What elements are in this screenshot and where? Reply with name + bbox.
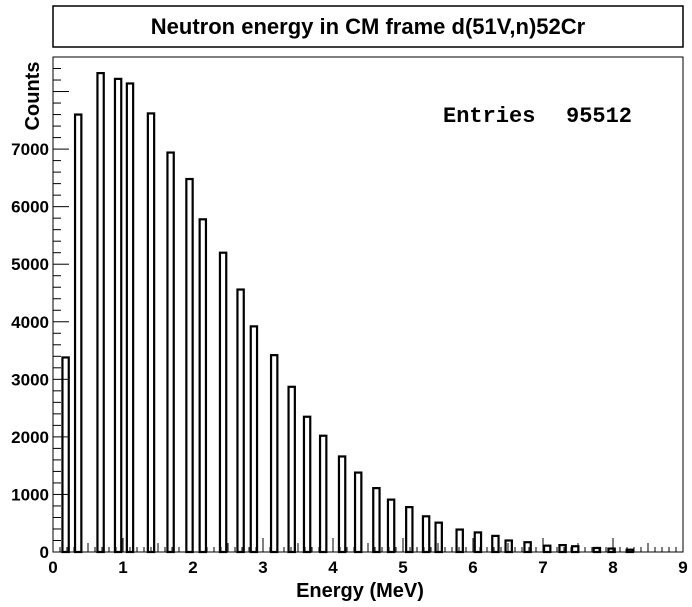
histogram-bar — [61, 356, 70, 554]
histogram-bar — [558, 543, 567, 554]
histogram-bar — [302, 415, 312, 554]
histogram-bar — [337, 455, 347, 554]
y-tick-label: 1000 — [11, 485, 49, 504]
histogram-bar — [455, 528, 464, 554]
histogram-bar — [249, 325, 259, 554]
x-tick-label: 3 — [258, 558, 267, 577]
x-tick-label: 9 — [678, 558, 687, 577]
y-tick-label: 4000 — [11, 313, 49, 332]
histogram-bar — [318, 434, 328, 554]
x-axis-label: Energy (MeV) — [296, 580, 424, 602]
histogram-bar — [625, 548, 635, 554]
histogram-bar — [434, 521, 443, 554]
x-axis: 0 1 2 3 4 5 6 7 8 9 — [48, 538, 688, 577]
y-tick-label: 3000 — [11, 370, 49, 389]
stats-box: Entries 95512 — [443, 104, 632, 129]
histogram-bar — [542, 544, 552, 554]
histogram-bar — [287, 385, 296, 554]
histogram-bar — [421, 515, 431, 554]
y-tick-label: 6000 — [11, 198, 49, 217]
histogram-bar — [198, 218, 208, 554]
y-axis-label: Counts — [22, 62, 44, 131]
x-tick-label: 5 — [398, 558, 407, 577]
bar-series — [61, 72, 635, 554]
histogram-bar — [236, 288, 245, 554]
histogram-bar — [405, 506, 414, 554]
histogram-bar — [125, 82, 135, 554]
x-tick-label: 7 — [538, 558, 547, 577]
stats-entries-value: 95512 — [566, 104, 632, 129]
histogram-bar — [473, 531, 483, 554]
histogram-bar — [592, 546, 602, 554]
histogram-bar — [218, 251, 228, 554]
x-tick-label: 6 — [468, 558, 477, 577]
chart-title: Neutron energy in CM frame d(51V,n)52Cr — [151, 14, 586, 39]
x-tick-label: 0 — [48, 558, 57, 577]
y-tick-label: 7000 — [11, 140, 49, 159]
histogram-bar — [146, 112, 156, 554]
histogram-bar — [504, 539, 513, 554]
stats-entries-label: Entries — [443, 104, 535, 129]
histogram-bar — [166, 151, 175, 554]
histogram-bar — [523, 541, 532, 554]
histogram-bar — [96, 72, 105, 554]
y-tick-label: 5000 — [11, 255, 49, 274]
histogram-bar — [607, 547, 616, 554]
title-box: Neutron energy in CM frame d(51V,n)52Cr — [52, 5, 684, 48]
title-frame — [52, 5, 684, 48]
histogram-bar — [269, 354, 279, 554]
histogram-bar — [570, 545, 580, 554]
y-tick-label: 2000 — [11, 428, 49, 447]
histogram-bar — [386, 498, 396, 554]
histogram-bar — [185, 177, 194, 554]
x-tick-label: 1 — [118, 558, 127, 577]
y-tick-label: 0 — [40, 543, 49, 562]
histogram-bar — [491, 534, 500, 554]
histogram-bar — [73, 113, 83, 554]
histogram-bar — [353, 471, 363, 554]
x-tick-label: 4 — [328, 558, 338, 577]
y-axis: 0 1000 2000 3000 4000 5000 6000 7000 — [11, 56, 69, 562]
histogram-bar — [372, 487, 381, 554]
histogram-bar — [113, 77, 123, 554]
x-tick-label: 2 — [188, 558, 197, 577]
x-tick-label: 8 — [608, 558, 617, 577]
